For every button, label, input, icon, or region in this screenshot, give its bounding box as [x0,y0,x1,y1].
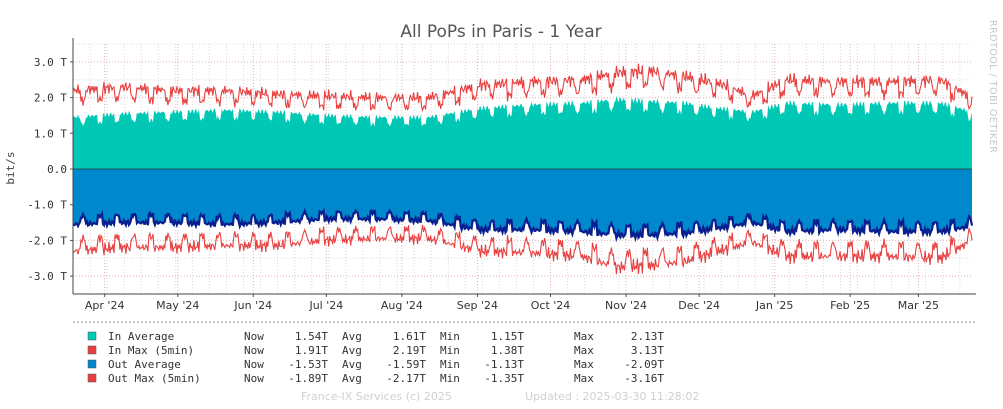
x-tick-label: Nov '24 [605,299,647,312]
legend-series-name: Out Average [108,358,181,371]
legend-min-value: -1.13T [484,358,524,371]
legend-row: Out Average Now -1.53T Avg -1.59T Min -1… [87,358,664,371]
legend-avg-value: -2.17T [386,372,426,385]
legend-max-label: Max [574,330,594,343]
x-tick-label: Jun '24 [233,299,272,312]
legend-min-label: Min [440,372,460,385]
series-out-average-area [73,169,972,239]
x-tick-label: Aug '24 [381,299,423,312]
legend-now-value: -1.53T [288,358,328,371]
axis-layer: 3.0 T 2.0 T 1.0 T 0.0 -1.0 T -2.0 T -3.0 T Apr … [27,38,976,312]
y-tick-label: 2.0 T [34,92,67,105]
x-tick-label: Oct '24 [531,299,571,312]
legend-row: In Average Now 1.54T Avg 1.61T Min 1.15T… [87,330,664,343]
x-tick-label: Feb '25 [830,299,870,312]
legend-min-label: Min [440,330,460,343]
y-tick-label: 0.0 [47,163,67,176]
legend-max-label: Max [574,358,594,371]
legend-now-label: Now [244,358,264,371]
data-layer [72,63,974,275]
legend-min-value: 1.15T [491,330,524,343]
legend-avg-label: Avg [342,358,362,371]
legend-swatch-in-max [87,345,97,355]
series-out-average-edge [72,207,974,243]
legend-min-value: 1.38T [491,344,524,357]
legend-max-value: 3.13T [631,344,664,357]
x-tick-label: May '24 [156,299,199,312]
legend-avg-label: Avg [342,372,362,385]
legend-max-value: -3.16T [624,372,664,385]
y-axis-label: bit/s [4,151,17,184]
y-tick-label: -2.0 T [27,234,67,247]
legend-avg-value: 2.19T [393,344,426,357]
y-tick-label: 3.0 T [34,56,67,69]
x-tick-label: Mar '25 [898,299,939,312]
footer-credit: France-IX Services (c) 2025 [301,390,452,403]
rrdtool-watermark: RRDTOOL / TOBI OETIKER [987,20,998,153]
series-out-max-line [72,224,973,275]
x-tick-label: Jan '25 [755,299,793,312]
footer-updated: Updated : 2025-03-30 11:28:02 [525,390,699,403]
legend-avg-value: -1.59T [386,358,426,371]
x-tick-label: Apr '24 [85,299,125,312]
legend-now-value: 1.54T [295,330,328,343]
legend-swatch-in-average [87,331,97,341]
legend-series-name: Out Max (5min) [108,372,201,385]
legend-max-label: Max [574,344,594,357]
legend-now-value: -1.89T [288,372,328,385]
legend-now-value: 1.91T [295,344,328,357]
legend-min-value: -1.35T [484,372,524,385]
legend-series-name: In Average [108,330,174,343]
legend-row: Out Max (5min) Now -1.89T Avg -2.17T Min… [87,372,664,385]
legend-max-value: 2.13T [631,330,664,343]
y-tick-label: -1.0 T [27,199,67,212]
series-in-max-line [72,63,973,113]
legend-swatch-out-average [87,359,97,369]
x-tick-label: Sep '24 [457,299,498,312]
legend: In Average Now 1.54T Avg 1.61T Min 1.15T… [87,330,664,385]
legend-min-label: Min [440,344,460,357]
legend-max-label: Max [574,372,594,385]
legend-series-name: In Max (5min) [108,344,194,357]
legend-swatch-out-max [87,373,97,383]
legend-max-value: -2.09T [624,358,664,371]
y-tick-label: -3.0 T [27,270,67,283]
legend-row: In Max (5min) Now 1.91T Avg 2.19T Min 1.… [87,344,664,357]
legend-now-label: Now [244,372,264,385]
legend-avg-value: 1.61T [393,330,426,343]
legend-now-label: Now [244,330,264,343]
x-tick-label: Dec '24 [678,299,720,312]
x-tick-label: Jul '24 [308,299,343,312]
legend-min-label: Min [440,358,460,371]
y-tick-label: 1.0 T [34,127,67,140]
series-in-average-area [73,96,972,169]
legend-avg-label: Avg [342,344,362,357]
chart-title: All PoPs in Paris - 1 Year [400,22,601,42]
legend-now-label: Now [244,344,264,357]
legend-avg-label: Avg [342,330,362,343]
